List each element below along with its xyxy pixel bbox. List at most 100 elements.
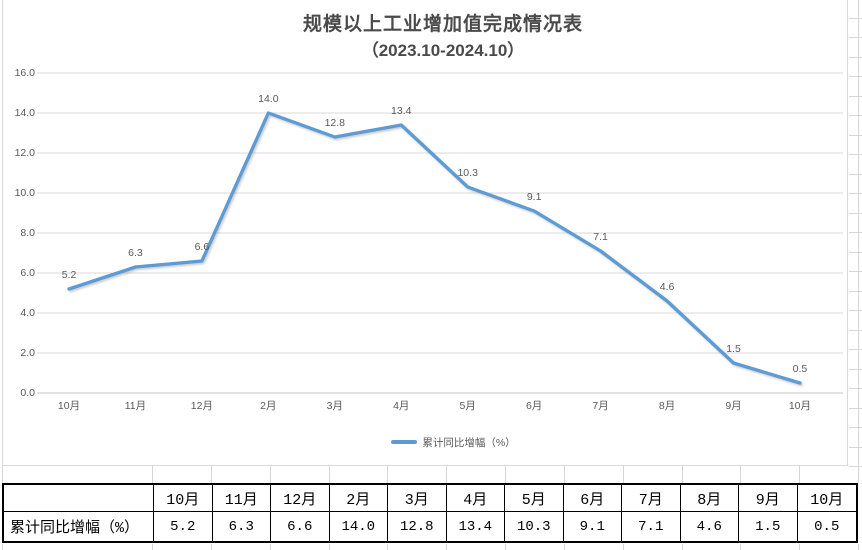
- sheet-gridline: [622, 466, 624, 483]
- sheet-gridline: [210, 544, 212, 550]
- data-label: 6.3: [128, 247, 143, 259]
- table-value-cell[interactable]: 6.6: [271, 512, 330, 541]
- y-tick-label: 2.0: [20, 347, 35, 359]
- sheet-gridline: [799, 544, 801, 550]
- data-label: 5.2: [61, 269, 77, 281]
- x-axis-label: 5月: [459, 400, 476, 412]
- y-tick-label: 8.0: [20, 227, 35, 239]
- sheet-gridline: [152, 544, 153, 550]
- x-axis-label: 4月: [393, 400, 410, 412]
- table-header-cell[interactable]: 3月: [388, 485, 447, 512]
- sheet-gridline: [849, 388, 862, 389]
- sheet-gridline: [858, 0, 859, 483]
- table-value-cell[interactable]: 12.8: [388, 512, 447, 541]
- sheet-gridline: [849, 213, 862, 214]
- sheet-gridline: [681, 544, 683, 550]
- sheet-gridline: [858, 544, 859, 550]
- data-label: 6.6: [194, 241, 210, 253]
- table-header-cell[interactable]: 7月: [622, 485, 681, 512]
- sheet-gridline: [849, 291, 862, 292]
- sheet-gridline: [849, 57, 862, 58]
- x-axis-label: 2月: [260, 400, 277, 412]
- y-tick-label: 0.0: [20, 387, 35, 399]
- sheet-gridline: [849, 76, 862, 77]
- sheet-gridline: [849, 330, 862, 331]
- sheet-gridline: [563, 544, 565, 550]
- legend-line-marker: [391, 440, 418, 444]
- table-header-cell[interactable]: 10月: [154, 485, 213, 512]
- sheet-gridline: [849, 310, 862, 311]
- x-axis-label: 10月: [57, 400, 81, 412]
- sheet-gridline: [849, 135, 862, 136]
- sheet-gridline: [849, 115, 862, 116]
- sheet-gridline: [152, 466, 153, 483]
- sheet-gridline: [2, 544, 3, 550]
- sheet-gridline: [740, 466, 742, 483]
- table-header-cell[interactable]: 6月: [563, 485, 622, 512]
- table-value-cell[interactable]: 9.1: [563, 512, 622, 541]
- x-axis-label: 11月: [124, 400, 147, 412]
- table-value-cell[interactable]: 13.4: [446, 512, 505, 541]
- chart-subtitle: （2023.10-2024.10）: [361, 41, 525, 60]
- table-value-cell[interactable]: 14.0: [329, 512, 388, 541]
- table-value-cell[interactable]: 7.1: [622, 512, 681, 541]
- table-value-cell[interactable]: 6.3: [212, 512, 271, 541]
- table-value-cell[interactable]: 0.5: [797, 512, 856, 541]
- sheet-gridline: [849, 37, 862, 38]
- sheet-gridline: [849, 154, 862, 155]
- table-header-cell[interactable]: 5月: [505, 485, 564, 512]
- sheet-gridline: [849, 193, 862, 194]
- table-row-label[interactable]: 累计同比增幅（%）: [4, 512, 154, 541]
- sheet-gridline: [210, 466, 212, 483]
- chart-title: 规模以上工业增加值完成情况表: [302, 14, 583, 35]
- x-axis-label: 8月: [658, 400, 676, 412]
- data-table: 10月 11月 12月 2月 3月 4月 5月 6月 7月 8月 9月 10月 累计同比增幅（%） 5.2…: [2, 483, 858, 543]
- y-tick-label: 10.0: [14, 187, 35, 199]
- sheet-gridline: [446, 544, 448, 550]
- data-label: 10.3: [457, 167, 478, 179]
- x-axis-label: 3月: [326, 400, 343, 412]
- data-label: 4.6: [659, 281, 675, 293]
- table-header-cell[interactable]: 10月: [797, 485, 856, 512]
- table-corner-cell[interactable]: [4, 485, 154, 512]
- sheet-gridline: [849, 408, 862, 409]
- y-tick-label: 14.0: [14, 107, 35, 119]
- x-axis-label: 6月: [525, 400, 543, 412]
- sheet-gridline: [849, 349, 862, 350]
- sheet-gridline: [563, 466, 565, 483]
- table-value-cell[interactable]: 5.2: [154, 512, 213, 541]
- chart-panel[interactable]: [2, 0, 848, 466]
- sheet-gridline: [387, 544, 389, 550]
- table-header-cell[interactable]: 12月: [271, 485, 330, 512]
- table-header-cell[interactable]: 8月: [680, 485, 739, 512]
- table-header-cell[interactable]: 11月: [212, 485, 271, 512]
- sheet-gridline: [849, 427, 862, 428]
- sheet-gridline: [849, 232, 862, 233]
- table-header-cell[interactable]: 9月: [739, 485, 798, 512]
- sheet-gridline: [505, 544, 506, 550]
- sheet-gridline: [849, 271, 862, 272]
- table-value-cell[interactable]: 4.6: [680, 512, 739, 541]
- sheet-gridline: [387, 466, 389, 483]
- y-tick-label: 16.0: [14, 67, 35, 79]
- chart-legend: 累计同比增幅（%）: [0, 434, 862, 450]
- data-label: 1.5: [726, 343, 741, 355]
- sheet-gridline: [269, 466, 271, 483]
- sheet-gridline: [740, 544, 742, 550]
- x-axis-label: 9月: [725, 400, 742, 412]
- y-tick-label: 4.0: [20, 307, 35, 319]
- table-value-cell[interactable]: 10.3: [505, 512, 564, 541]
- sheet-gridline: [328, 544, 330, 550]
- data-label: 14.0: [258, 93, 279, 105]
- table-header-cell[interactable]: 2月: [329, 485, 388, 512]
- sheet-gridline: [622, 544, 624, 550]
- legend-series-label: 累计同比增幅（%）: [422, 436, 516, 449]
- table-header-cell[interactable]: 4月: [446, 485, 505, 512]
- sheet-gridline: [849, 18, 862, 19]
- x-axis-label: 10月: [788, 400, 812, 412]
- y-tick-label: 6.0: [20, 267, 35, 279]
- sheet-gridline: [849, 466, 862, 467]
- table-value-cell[interactable]: 1.5: [739, 512, 798, 541]
- data-label: 0.5: [792, 363, 808, 375]
